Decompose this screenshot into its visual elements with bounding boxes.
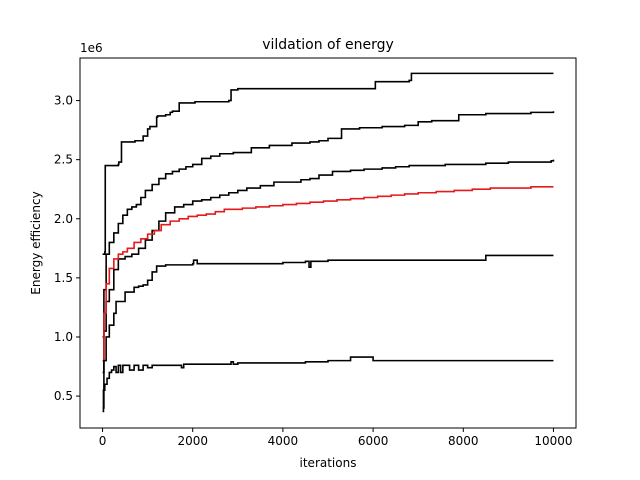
- plot-lines: [102, 72, 555, 413]
- axes-frame: [79, 57, 577, 429]
- x-tick-label: 8000: [448, 434, 479, 448]
- series-line-1: [102, 72, 554, 256]
- x-axis-label: iterations: [300, 456, 357, 470]
- y-axis-offset-label: 1e6: [80, 41, 103, 55]
- x-axis-ticks: 0 2000 4000 6000 8000 10000: [99, 428, 573, 448]
- series-line-5: [102, 254, 554, 409]
- x-tick-label: 0: [99, 434, 107, 448]
- x-tick-label: 2000: [177, 434, 208, 448]
- series-line-3: [102, 159, 555, 374]
- y-tick-label: 1.0: [54, 330, 73, 344]
- y-tick-label: 3.0: [54, 94, 73, 108]
- x-tick-label: 6000: [358, 434, 389, 448]
- series-line-2: [102, 111, 555, 338]
- series-line-4: [102, 186, 554, 362]
- y-tick-label: 2.0: [54, 212, 73, 226]
- y-axis-ticks: 0.5 1.0 1.5 2.0 2.5 3.0: [54, 94, 80, 403]
- chart-title: vildation of energy: [262, 37, 394, 53]
- series-line-6: [102, 356, 554, 413]
- x-tick-label: 10000: [534, 434, 572, 448]
- x-tick-label: 4000: [268, 434, 299, 448]
- y-tick-label: 2.5: [54, 153, 73, 167]
- y-tick-label: 0.5: [54, 389, 73, 403]
- y-axis-label: Energy efficiency: [29, 191, 43, 294]
- y-tick-label: 1.5: [54, 271, 73, 285]
